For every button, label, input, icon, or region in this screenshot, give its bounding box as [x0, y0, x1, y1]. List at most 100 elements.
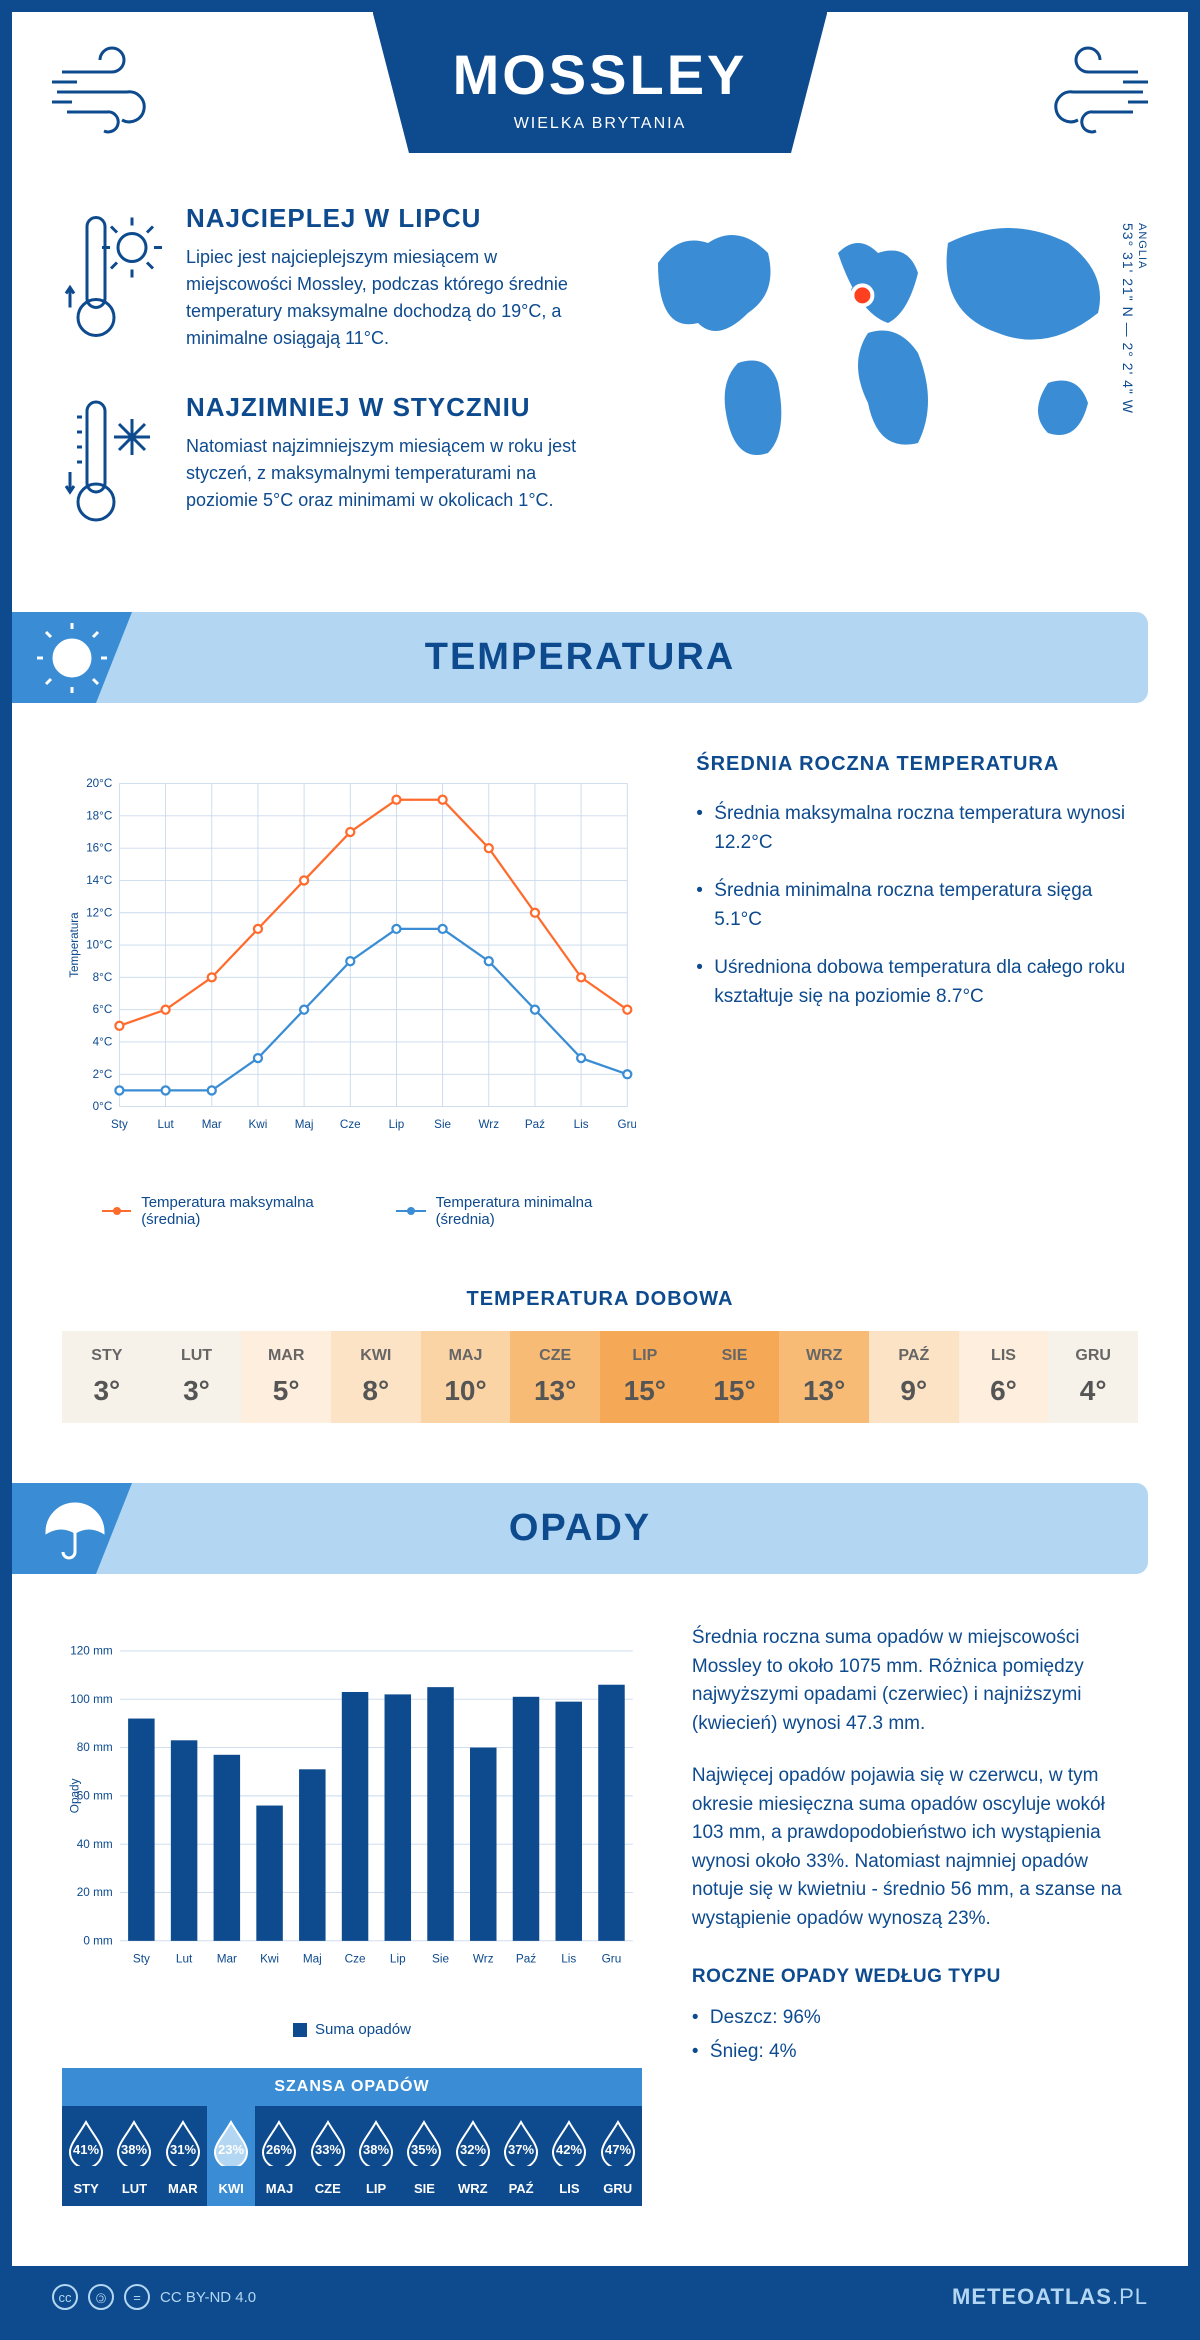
svg-text:38%: 38%: [121, 2142, 147, 2157]
raindrop-icon: 38%: [114, 2118, 154, 2166]
chance-cell: 41% STY: [62, 2106, 110, 2206]
daily-temp-cell: PAŹ9°: [869, 1331, 959, 1423]
svg-text:8°C: 8°C: [93, 971, 113, 984]
svg-text:4°C: 4°C: [93, 1036, 113, 1049]
svg-text:40 mm: 40 mm: [77, 1838, 113, 1851]
svg-text:14°C: 14°C: [86, 874, 112, 887]
thermometer-hot-icon: [62, 203, 162, 352]
hot-text: Lipiec jest najcieplejszym miesiącem w m…: [186, 244, 578, 352]
svg-text:Mar: Mar: [202, 1118, 222, 1131]
svg-text:Temperatura: Temperatura: [68, 912, 81, 978]
svg-text:Sie: Sie: [432, 1953, 449, 1966]
cc-icon: cc: [52, 2284, 78, 2310]
coords-value: 53° 31' 21" N — 2° 2' 4" W: [1120, 223, 1136, 414]
svg-text:Lut: Lut: [157, 1118, 174, 1131]
chance-cell: 23% KWI: [207, 2106, 255, 2206]
chance-title: SZANSA OPADÓW: [62, 2068, 642, 2106]
chance-cell: 47% GRU: [594, 2106, 642, 2206]
chance-cell: 37% PAŹ: [497, 2106, 545, 2206]
svg-text:100 mm: 100 mm: [70, 1693, 113, 1706]
thermometer-cold-icon: [62, 392, 162, 532]
chance-cell: 35% SIE: [400, 2106, 448, 2206]
chance-cell: 26% MAJ: [255, 2106, 303, 2206]
temp-bullet: Uśredniona dobowa temperatura dla całego…: [696, 954, 1138, 1011]
legend-max-label: Temperatura maksymalna (średnia): [141, 1194, 356, 1228]
svg-text:80 mm: 80 mm: [77, 1741, 113, 1754]
svg-text:6°C: 6°C: [93, 1003, 113, 1016]
svg-text:Maj: Maj: [295, 1118, 314, 1131]
svg-text:Lis: Lis: [574, 1118, 589, 1131]
svg-text:120 mm: 120 mm: [70, 1645, 113, 1658]
raindrop-icon: 47%: [598, 2118, 638, 2166]
svg-text:35%: 35%: [411, 2142, 437, 2157]
precip-paragraph: Najwięcej opadów pojawia się w czerwcu, …: [692, 1762, 1138, 1933]
svg-text:0°C: 0°C: [93, 1100, 113, 1113]
precip-bar-chart: 0 mm20 mm40 mm60 mm80 mm100 mm120 mmOpad…: [62, 1624, 642, 2004]
daily-temp-cell: KWI8°: [331, 1331, 421, 1423]
raindrop-icon: 31%: [163, 2118, 203, 2166]
daily-temp-cell: LIS6°: [959, 1331, 1049, 1423]
raindrop-icon: 33%: [308, 2118, 348, 2166]
by-icon: 🄯: [88, 2284, 114, 2310]
svg-text:Wrz: Wrz: [479, 1118, 500, 1131]
brand-label: METEOATLAS.PL: [952, 2284, 1148, 2310]
temperature-chart: 0°C2°C4°C6°C8°C10°C12°C14°C16°C18°C20°CS…: [62, 753, 636, 1228]
daily-temp-cell: LIP15°: [600, 1331, 690, 1423]
svg-text:Sty: Sty: [111, 1118, 128, 1131]
chance-cell: 31% MAR: [159, 2106, 207, 2206]
umbrella-icon: [12, 1483, 132, 1574]
temp-bullet: Średnia minimalna roczna temperatura się…: [696, 877, 1138, 934]
world-map-block: ANGLIA 53° 31' 21" N — 2° 2' 4" W: [618, 203, 1138, 572]
svg-text:Lip: Lip: [390, 1953, 406, 1966]
hottest-block: NAJCIEPLEJ W LIPCU Lipiec jest najcieple…: [62, 203, 578, 352]
temperature-title: TEMPERATURA: [52, 636, 1108, 679]
svg-text:Cze: Cze: [340, 1118, 361, 1131]
svg-text:Lis: Lis: [561, 1953, 576, 1966]
daily-temp-title: TEMPERATURA DOBOWA: [12, 1288, 1188, 1311]
svg-text:Cze: Cze: [345, 1953, 366, 1966]
coordinates: ANGLIA 53° 31' 21" N — 2° 2' 4" W: [1120, 223, 1148, 414]
svg-text:Lip: Lip: [389, 1118, 405, 1131]
svg-text:Gru: Gru: [602, 1953, 622, 1966]
svg-text:47%: 47%: [605, 2142, 631, 2157]
wind-icon-right: [1008, 42, 1148, 142]
raindrop-icon: 35%: [404, 2118, 444, 2166]
svg-text:Wrz: Wrz: [473, 1953, 494, 1966]
avg-temp-title: ŚREDNIA ROCZNA TEMPERATURA: [696, 753, 1138, 776]
svg-text:10°C: 10°C: [86, 939, 112, 952]
temp-bullet: Średnia maksymalna roczna temperatura wy…: [696, 800, 1138, 857]
svg-text:Sie: Sie: [434, 1118, 451, 1131]
precip-legend: Suma opadów: [62, 2021, 642, 2038]
svg-text:Lut: Lut: [176, 1953, 193, 1966]
precip-title: OPADY: [52, 1507, 1108, 1550]
daily-temp-table: STY3°LUT3°MAR5°KWI8°MAJ10°CZE13°LIP15°SI…: [62, 1331, 1138, 1423]
precip-type-title: ROCZNE OPADY WEDŁUG TYPU: [692, 1963, 1138, 1992]
svg-text:37%: 37%: [508, 2142, 534, 2157]
svg-text:33%: 33%: [315, 2142, 341, 2157]
svg-text:Kwi: Kwi: [260, 1953, 279, 1966]
chance-cell: 38% LUT: [110, 2106, 158, 2206]
raindrop-icon: 38%: [356, 2118, 396, 2166]
svg-text:42%: 42%: [556, 2142, 582, 2157]
coldest-block: NAJZIMNIEJ W STYCZNIU Natomiast najzimni…: [62, 392, 578, 532]
svg-text:Sty: Sty: [133, 1953, 150, 1966]
svg-text:Mar: Mar: [217, 1953, 237, 1966]
svg-text:Opady: Opady: [68, 1778, 81, 1813]
legend-min-label: Temperatura minimalna (średnia): [436, 1194, 637, 1228]
svg-text:2°C: 2°C: [93, 1068, 113, 1081]
daily-temp-cell: CZE13°: [510, 1331, 600, 1423]
footer: cc 🄯 = CC BY-ND 4.0 METEOATLAS.PL: [12, 2266, 1188, 2328]
daily-temp-cell: GRU4°: [1048, 1331, 1138, 1423]
precip-type-item: Śnieg: 4%: [692, 2038, 1138, 2067]
daily-temp-cell: MAJ10°: [421, 1331, 511, 1423]
location-marker: [852, 285, 872, 305]
chance-cell: 42% LIS: [545, 2106, 593, 2206]
svg-text:12°C: 12°C: [86, 906, 112, 919]
svg-text:38%: 38%: [363, 2142, 389, 2157]
temperature-summary: ŚREDNIA ROCZNA TEMPERATURA Średnia maksy…: [696, 753, 1138, 1228]
svg-text:31%: 31%: [170, 2142, 196, 2157]
sun-icon: [12, 612, 132, 703]
daily-temp-cell: MAR5°: [241, 1331, 331, 1423]
precip-banner: OPADY: [12, 1483, 1148, 1574]
svg-text:Gru: Gru: [618, 1118, 637, 1131]
